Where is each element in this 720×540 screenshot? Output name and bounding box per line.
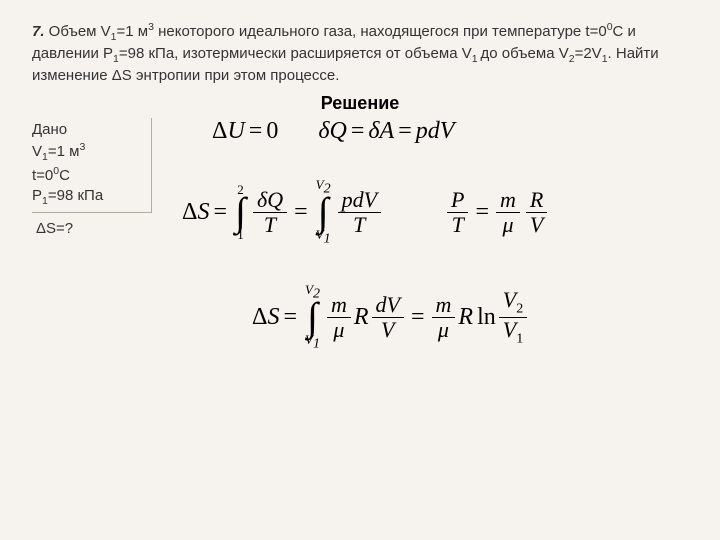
equations-column: ΔU = 0 δQ = δA = pdV ΔS = 2 <box>152 118 688 240</box>
eq-delta-s-integral: ΔS = 2 ∫ 1 δQ T = V2 ∫ V1 <box>182 178 384 247</box>
equation-row-3: ΔS = V2 ∫ V1 m μ R dV V <box>252 283 530 352</box>
given-title: Дано <box>32 120 143 140</box>
equation-row-1: ΔU = 0 δQ = δA = pdV <box>212 118 454 145</box>
solution-body: Дано V1=1 м3 t=00С P1=98 кПа ΔS=? ΔU = 0… <box>32 118 688 240</box>
given-line-3: P1=98 кПа <box>32 186 143 208</box>
problem-number: 7. <box>32 23 45 40</box>
eq-p-over-t: P T = m μ R V <box>444 188 550 237</box>
problem-statement: 7. Объем V1=1 м3 некоторого идеального г… <box>32 20 688 87</box>
equation-row-2: ΔS = 2 ∫ 1 δQ T = V2 ∫ V1 <box>182 178 550 247</box>
solution-title: Решение <box>32 93 688 114</box>
eq-delta-q: δQ = δA = pdV <box>318 118 454 145</box>
eq-delta-u: ΔU = 0 <box>212 118 278 145</box>
given-box: Дано V1=1 м3 t=00С P1=98 кПа <box>32 118 152 214</box>
given-column: Дано V1=1 м3 t=00С P1=98 кПа ΔS=? <box>32 118 152 240</box>
given-line-1: V1=1 м3 <box>32 140 143 164</box>
slide: 7. Объем V1=1 м3 некоторого идеального г… <box>0 0 720 540</box>
given-line-2: t=00С <box>32 164 143 186</box>
eq-final: ΔS = V2 ∫ V1 m μ R dV V <box>252 283 530 352</box>
find-line: ΔS=? <box>32 219 152 239</box>
